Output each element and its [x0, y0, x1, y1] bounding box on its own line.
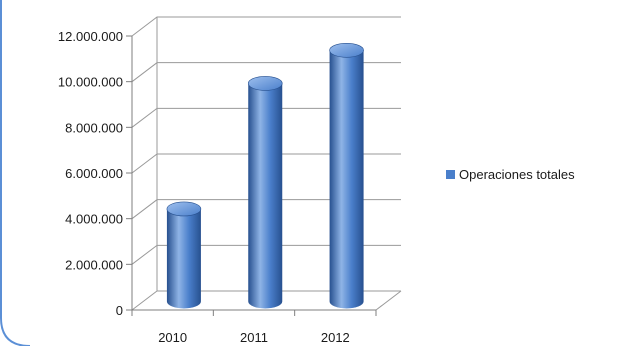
gridline — [131, 290, 401, 311]
bar-top — [329, 42, 364, 58]
bar-body — [248, 83, 283, 309]
bar — [247, 76, 283, 309]
bar — [166, 201, 202, 309]
x-tick-labels: 2010 2011 2012 — [158, 330, 350, 345]
floor-right-edge — [375, 290, 402, 311]
axes — [126, 35, 377, 316]
frame-accent — [0, 0, 31, 346]
bar-body — [166, 208, 201, 309]
y-tick-label: 0 — [116, 303, 123, 318]
bar-top — [247, 76, 283, 91]
y-tick-label: 4.000.000 — [65, 212, 123, 227]
legend: Operaciones totales — [446, 167, 575, 182]
y-tick-label: 2.000.000 — [65, 257, 123, 272]
x-tick-label: 2012 — [321, 330, 350, 345]
y-tick-label: 10.000.000 — [58, 75, 123, 90]
y-tick-label: 6.000.000 — [65, 166, 123, 181]
legend-label: Operaciones totales — [459, 167, 575, 182]
gridline — [131, 199, 401, 220]
y-tick-labels: 0 2.000.000 4.000.000 6.000.000 8.000.000 10.… — [58, 29, 123, 318]
y-tick-label: 12.000.000 — [58, 29, 123, 44]
gridlines — [131, 16, 402, 311]
gridline — [131, 16, 401, 37]
bar-top — [166, 201, 202, 217]
y-tick-label: 8.000.000 — [65, 120, 123, 135]
gridline — [131, 244, 401, 265]
bars — [166, 42, 364, 309]
gridline — [131, 107, 401, 128]
x-tick-label: 2010 — [158, 330, 187, 345]
x-tick-label: 2011 — [240, 330, 268, 345]
bar-body — [329, 50, 364, 309]
legend-swatch — [446, 170, 455, 179]
bar — [329, 42, 364, 309]
frame-border — [0, 0, 31, 346]
gridline — [131, 62, 401, 83]
gridline — [131, 153, 401, 174]
